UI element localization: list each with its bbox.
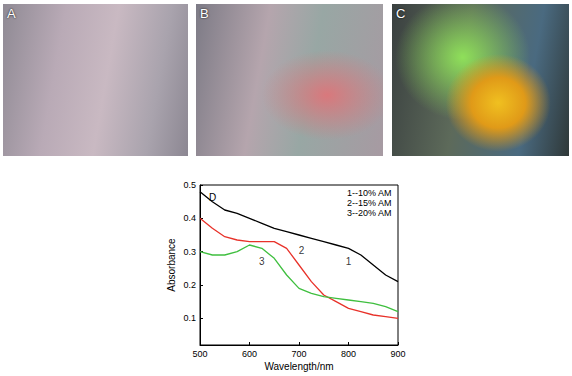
svg-text:700: 700 — [291, 349, 306, 359]
svg-text:600: 600 — [242, 349, 257, 359]
svg-text:0.4: 0.4 — [183, 213, 196, 223]
svg-text:900: 900 — [390, 349, 405, 359]
svg-text:1--10% AM: 1--10% AM — [347, 188, 392, 198]
svg-text:0.3: 0.3 — [183, 247, 196, 257]
html-text:A: A — [7, 6, 16, 21]
svg-text:Wavelength/nm: Wavelength/nm — [264, 361, 333, 372]
svg-text:3--20% AM: 3--20% AM — [347, 208, 392, 218]
svg-text:0.5: 0.5 — [183, 180, 196, 190]
svg-text:500: 500 — [192, 349, 207, 359]
svg-text:D: D — [209, 192, 216, 203]
svg-text:1: 1 — [346, 256, 352, 267]
svg-text:2: 2 — [299, 245, 305, 256]
svg-text:0.1: 0.1 — [183, 313, 196, 323]
svg-text:3: 3 — [259, 256, 265, 267]
svg-text:800: 800 — [341, 349, 356, 359]
svg-text:2--15% AM: 2--15% AM — [347, 198, 392, 208]
html-text:C: C — [396, 6, 406, 21]
html-text:B: B — [200, 6, 209, 21]
svg-text:0.2: 0.2 — [183, 280, 196, 290]
svg-text:Absorbance: Absorbance — [166, 238, 177, 292]
